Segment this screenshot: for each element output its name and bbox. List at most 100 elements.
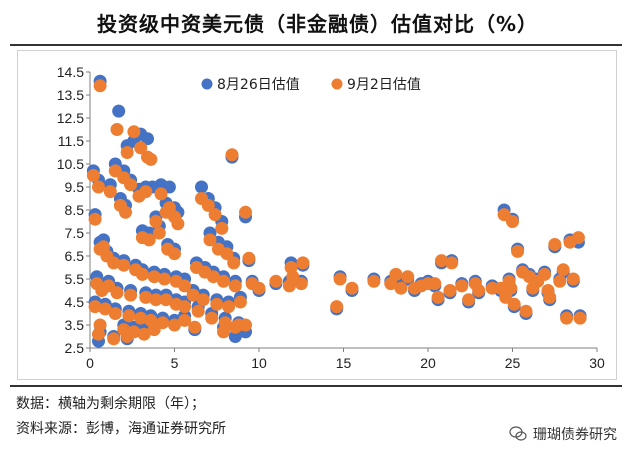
point-sep2: [506, 215, 519, 228]
point-sep2: [124, 178, 138, 192]
point-sep2: [573, 311, 587, 325]
point-sep2: [269, 274, 283, 288]
point-sep2: [394, 281, 408, 295]
point-sep2: [92, 327, 105, 341]
point-sep2: [566, 272, 580, 286]
point-sep2: [147, 323, 161, 337]
y-tick-label: 14.5: [57, 64, 84, 80]
point-sep2: [548, 238, 562, 251]
legend-label-aug26: 8月26日估值: [217, 77, 300, 93]
point-sep2: [119, 205, 132, 219]
point-sep2: [92, 180, 105, 194]
point-sep2: [139, 290, 153, 304]
point-sep2: [127, 125, 141, 139]
point-sep2: [134, 141, 148, 155]
x-tick-label: 25: [505, 355, 521, 371]
point-sep2: [149, 215, 163, 228]
point-sep2: [330, 300, 344, 314]
point-sep2: [333, 272, 347, 286]
chart-frame: [17, 50, 617, 380]
point-sep2: [110, 286, 124, 300]
point-sep2: [208, 208, 222, 222]
point-sep2: [135, 267, 149, 281]
y-tick-label: 3.5: [65, 317, 85, 333]
point-sep2: [215, 221, 229, 235]
point-sep2: [206, 270, 220, 284]
x-tick-label: 15: [336, 355, 352, 371]
point-sep2: [205, 311, 219, 325]
point-sep2: [154, 187, 168, 201]
point-sep2: [239, 318, 252, 332]
point-sep2: [401, 270, 415, 284]
point-sep2: [511, 244, 525, 258]
point-sep2: [168, 247, 181, 261]
x-tick-label: 20: [420, 355, 436, 371]
point-sep2: [519, 304, 533, 318]
point-sep2: [98, 302, 112, 316]
point-sep2: [553, 274, 567, 288]
footer-divider: [10, 385, 622, 387]
point-sep2: [168, 318, 181, 332]
point-sep2: [560, 311, 574, 325]
point-sep2: [110, 123, 124, 136]
point-sep2: [228, 279, 242, 293]
point-sep2: [120, 330, 134, 343]
point-sep2: [431, 290, 445, 304]
point-sep2: [134, 311, 148, 325]
point-aug26: [195, 180, 208, 194]
point-sep2: [504, 281, 518, 295]
y-tick-label: 12.5: [57, 110, 84, 126]
legend-label-sep2: 9月2日估值: [347, 77, 421, 93]
point-sep2: [103, 185, 117, 199]
y-tick-label: 4.5: [65, 294, 85, 310]
point-sep2: [135, 231, 149, 245]
point-sep2: [217, 274, 230, 288]
wechat-icon: [509, 426, 527, 441]
point-sep2: [345, 281, 359, 295]
point-sep2: [191, 304, 205, 318]
point-sep2: [389, 267, 403, 281]
point-sep2: [242, 251, 256, 265]
point-sep2: [122, 309, 136, 323]
point-sep2: [159, 293, 173, 307]
title-divider: [10, 44, 622, 46]
point-sep2: [435, 254, 448, 268]
source-note: 资料来源：彭博，海通证券研究所: [16, 421, 226, 437]
point-sep2: [472, 284, 486, 297]
point-sep2: [201, 198, 215, 212]
point-sep2: [294, 277, 308, 291]
point-sep2: [188, 320, 202, 334]
point-sep2: [149, 293, 163, 307]
chart-title: 投资级中资美元债（非金融债）估值对比（%）: [96, 12, 539, 36]
y-tick-label: 7.5: [65, 225, 85, 241]
watermark-text: 珊瑚债券研究: [533, 427, 617, 443]
point-sep2: [157, 272, 171, 286]
point-sep2: [152, 226, 166, 240]
point-sep2: [210, 297, 224, 311]
y-tick-label: 11.5: [58, 133, 84, 149]
data-note: 数据：横轴为剩余期限（年）；: [16, 396, 205, 412]
point-sep2: [108, 307, 122, 320]
point-sep2: [88, 300, 102, 314]
point-sep2: [225, 148, 239, 162]
point-sep2: [124, 288, 138, 302]
point-sep2: [178, 279, 192, 293]
watermark: 珊瑚债券研究: [509, 424, 617, 444]
point-sep2: [462, 293, 476, 307]
point-sep2: [107, 256, 121, 270]
y-tick-label: 5.5: [65, 271, 85, 287]
point-sep2: [217, 325, 230, 339]
point-sep2: [222, 300, 236, 314]
point-sep2: [139, 185, 153, 199]
y-tick-label: 8.5: [65, 202, 85, 218]
legend-marker-sep2: [331, 78, 343, 90]
point-sep2: [196, 293, 210, 307]
y-tick-label: 9.5: [65, 179, 85, 195]
point-sep2: [367, 274, 381, 288]
point-sep2: [147, 270, 161, 284]
point-sep2: [252, 281, 266, 295]
point-sep2: [543, 290, 557, 304]
point-sep2: [88, 212, 102, 226]
point-sep2: [117, 258, 131, 272]
point-sep2: [507, 297, 521, 311]
